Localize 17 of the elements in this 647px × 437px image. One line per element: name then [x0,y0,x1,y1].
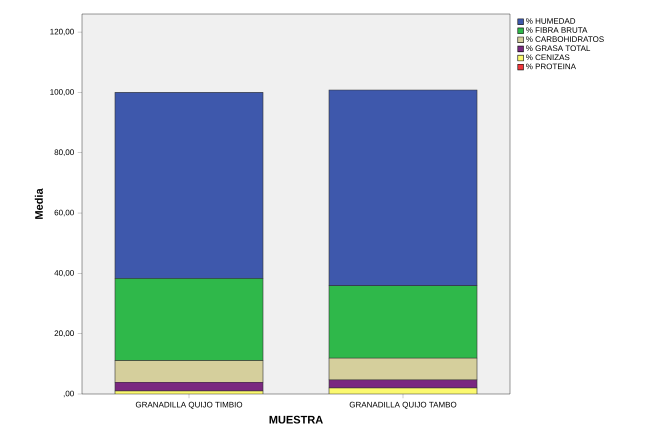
legend-label: % HUMEDAD [526,18,576,24]
legend-label: % CENIZAS [526,54,570,60]
y-axis-title: Media [34,188,43,219]
x-axis-title: MUESTRA [270,416,323,424]
y-tick-label: 100,00 [50,89,74,96]
y-tick-label: 20,00 [54,330,74,337]
legend-label: % FIBRA BRUTA [526,27,588,33]
y-tick-label: ,00 [64,390,74,398]
y-tick-label: 80,00 [54,149,74,156]
x-tick-label: GRANADILLA QUIJO TAMBO [350,402,456,409]
legend-label: % CARBOHIDRATOS [526,36,604,42]
legend-label: % GRASA TOTAL [526,45,590,52]
y-tick-label: 40,00 [54,270,74,277]
y-tick-label: 60,00 [54,210,74,216]
legend-label: % PROTEINA [526,64,576,70]
x-tick-label: GRANADILLA QUIJO TIMBIO [136,402,242,409]
y-tick-label: 120,00 [50,28,74,36]
